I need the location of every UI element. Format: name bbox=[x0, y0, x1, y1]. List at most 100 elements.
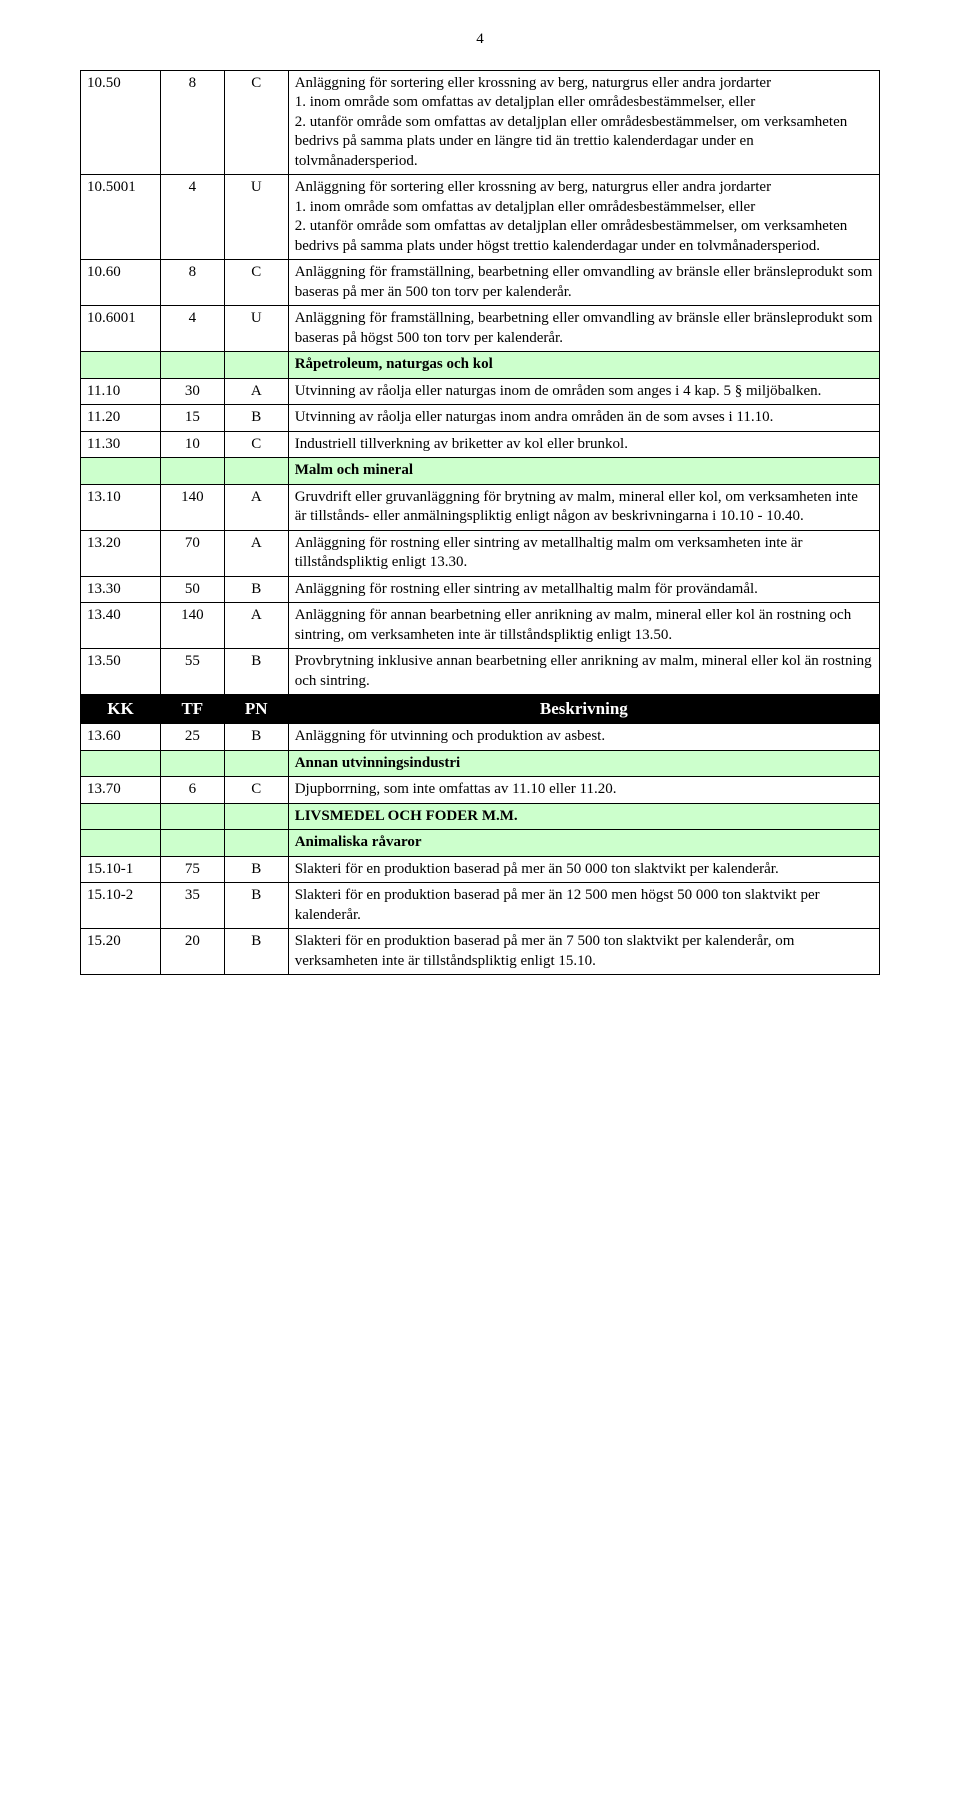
description-cell: Anläggning för rostning eller sintring a… bbox=[288, 530, 879, 576]
tf-cell: 15 bbox=[160, 405, 224, 432]
tf-cell: 50 bbox=[160, 576, 224, 603]
tf-cell: 4 bbox=[160, 175, 224, 260]
section-cell-empty bbox=[81, 830, 161, 857]
code-cell: 13.30 bbox=[81, 576, 161, 603]
table-row: 11.2015BUtvinning av råolja eller naturg… bbox=[81, 405, 880, 432]
header-pn: PN bbox=[224, 695, 288, 724]
table-row: 15.2020BSlakteri för en produktion baser… bbox=[81, 929, 880, 975]
tf-cell: 25 bbox=[160, 724, 224, 751]
table-row: 11.1030AUtvinning av råolja eller naturg… bbox=[81, 378, 880, 405]
tf-cell: 140 bbox=[160, 484, 224, 530]
code-cell: 15.10-1 bbox=[81, 856, 161, 883]
table-row: 10.508CAnläggning för sortering eller kr… bbox=[81, 70, 880, 175]
section-cell-empty bbox=[160, 830, 224, 857]
section-cell-empty bbox=[81, 750, 161, 777]
regulation-table: 10.508CAnläggning för sortering eller kr… bbox=[80, 70, 880, 976]
description-cell: Anläggning för utvinning och produktion … bbox=[288, 724, 879, 751]
pn-cell: B bbox=[224, 649, 288, 695]
section-row: Annan utvinningsindustri bbox=[81, 750, 880, 777]
section-cell-empty bbox=[224, 803, 288, 830]
pn-cell: B bbox=[224, 724, 288, 751]
description-cell: Utvinning av råolja eller naturgas inom … bbox=[288, 405, 879, 432]
section-title: Malm och mineral bbox=[288, 458, 879, 485]
table-row: 10.608CAnläggning för framställning, bea… bbox=[81, 260, 880, 306]
description-cell: Utvinning av råolja eller naturgas inom … bbox=[288, 378, 879, 405]
code-cell: 13.10 bbox=[81, 484, 161, 530]
page-number: 4 bbox=[80, 30, 880, 50]
table-row: 13.3050BAnläggning för rostning eller si… bbox=[81, 576, 880, 603]
section-title: Animaliska råvaror bbox=[288, 830, 879, 857]
description-cell: Anläggning för framställning, bearbetnin… bbox=[288, 260, 879, 306]
code-cell: 10.5001 bbox=[81, 175, 161, 260]
section-cell-empty bbox=[160, 803, 224, 830]
table-row: 13.10140AGruvdrift eller gruvanläggning … bbox=[81, 484, 880, 530]
pn-cell: B bbox=[224, 929, 288, 975]
description-cell: Anläggning för sortering eller krossning… bbox=[288, 175, 879, 260]
code-cell: 13.40 bbox=[81, 603, 161, 649]
pn-cell: C bbox=[224, 777, 288, 804]
pn-cell: C bbox=[224, 431, 288, 458]
tf-cell: 30 bbox=[160, 378, 224, 405]
table-row: 13.706CDjupborrning, som inte omfattas a… bbox=[81, 777, 880, 804]
header-kk: KK bbox=[81, 695, 161, 724]
code-cell: 13.20 bbox=[81, 530, 161, 576]
code-cell: 13.50 bbox=[81, 649, 161, 695]
section-title: Råpetroleum, naturgas och kol bbox=[288, 352, 879, 379]
tf-cell: 35 bbox=[160, 883, 224, 929]
table-row: 15.10-175BSlakteri för en produktion bas… bbox=[81, 856, 880, 883]
table-row: 15.10-235BSlakteri för en produktion bas… bbox=[81, 883, 880, 929]
pn-cell: B bbox=[224, 856, 288, 883]
pn-cell: B bbox=[224, 883, 288, 929]
section-cell-empty bbox=[160, 750, 224, 777]
table-row: 10.60014UAnläggning för framställning, b… bbox=[81, 306, 880, 352]
code-cell: 10.6001 bbox=[81, 306, 161, 352]
section-cell-empty bbox=[224, 458, 288, 485]
pn-cell: C bbox=[224, 70, 288, 175]
pn-cell: B bbox=[224, 405, 288, 432]
tf-cell: 10 bbox=[160, 431, 224, 458]
description-cell: Gruvdrift eller gruvanläggning för brytn… bbox=[288, 484, 879, 530]
header-row: KKTFPNBeskrivning bbox=[81, 695, 880, 724]
tf-cell: 140 bbox=[160, 603, 224, 649]
description-cell: Slakteri för en produktion baserad på me… bbox=[288, 883, 879, 929]
section-row: LIVSMEDEL OCH FODER M.M. bbox=[81, 803, 880, 830]
code-cell: 15.20 bbox=[81, 929, 161, 975]
section-cell-empty bbox=[224, 830, 288, 857]
section-row: Animaliska råvaror bbox=[81, 830, 880, 857]
table-row: 13.6025BAnläggning för utvinning och pro… bbox=[81, 724, 880, 751]
table-row: 11.3010CIndustriell tillverkning av brik… bbox=[81, 431, 880, 458]
tf-cell: 6 bbox=[160, 777, 224, 804]
header-beskrivning: Beskrivning bbox=[288, 695, 879, 724]
description-cell: Slakteri för en produktion baserad på me… bbox=[288, 929, 879, 975]
section-cell-empty bbox=[81, 458, 161, 485]
description-cell: Provbrytning inklusive annan bearbetning… bbox=[288, 649, 879, 695]
pn-cell: U bbox=[224, 306, 288, 352]
header-tf: TF bbox=[160, 695, 224, 724]
tf-cell: 20 bbox=[160, 929, 224, 975]
pn-cell: U bbox=[224, 175, 288, 260]
code-cell: 15.10-2 bbox=[81, 883, 161, 929]
pn-cell: C bbox=[224, 260, 288, 306]
table-row: 13.2070AAnläggning för rostning eller si… bbox=[81, 530, 880, 576]
pn-cell: B bbox=[224, 576, 288, 603]
code-cell: 10.50 bbox=[81, 70, 161, 175]
section-cell-empty bbox=[81, 803, 161, 830]
description-cell: Djupborrning, som inte omfattas av 11.10… bbox=[288, 777, 879, 804]
tf-cell: 8 bbox=[160, 260, 224, 306]
tf-cell: 55 bbox=[160, 649, 224, 695]
tf-cell: 70 bbox=[160, 530, 224, 576]
code-cell: 11.10 bbox=[81, 378, 161, 405]
table-row: 13.5055BProvbrytning inklusive annan bea… bbox=[81, 649, 880, 695]
description-cell: Anläggning för sortering eller krossning… bbox=[288, 70, 879, 175]
code-cell: 13.60 bbox=[81, 724, 161, 751]
table-row: 13.40140AAnläggning för annan bearbetnin… bbox=[81, 603, 880, 649]
section-cell-empty bbox=[160, 458, 224, 485]
section-cell-empty bbox=[160, 352, 224, 379]
section-row: Malm och mineral bbox=[81, 458, 880, 485]
tf-cell: 75 bbox=[160, 856, 224, 883]
section-cell-empty bbox=[224, 750, 288, 777]
pn-cell: A bbox=[224, 530, 288, 576]
pn-cell: A bbox=[224, 378, 288, 405]
pn-cell: A bbox=[224, 603, 288, 649]
section-title: Annan utvinningsindustri bbox=[288, 750, 879, 777]
